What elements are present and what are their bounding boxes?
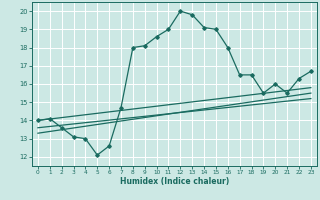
X-axis label: Humidex (Indice chaleur): Humidex (Indice chaleur) bbox=[120, 177, 229, 186]
